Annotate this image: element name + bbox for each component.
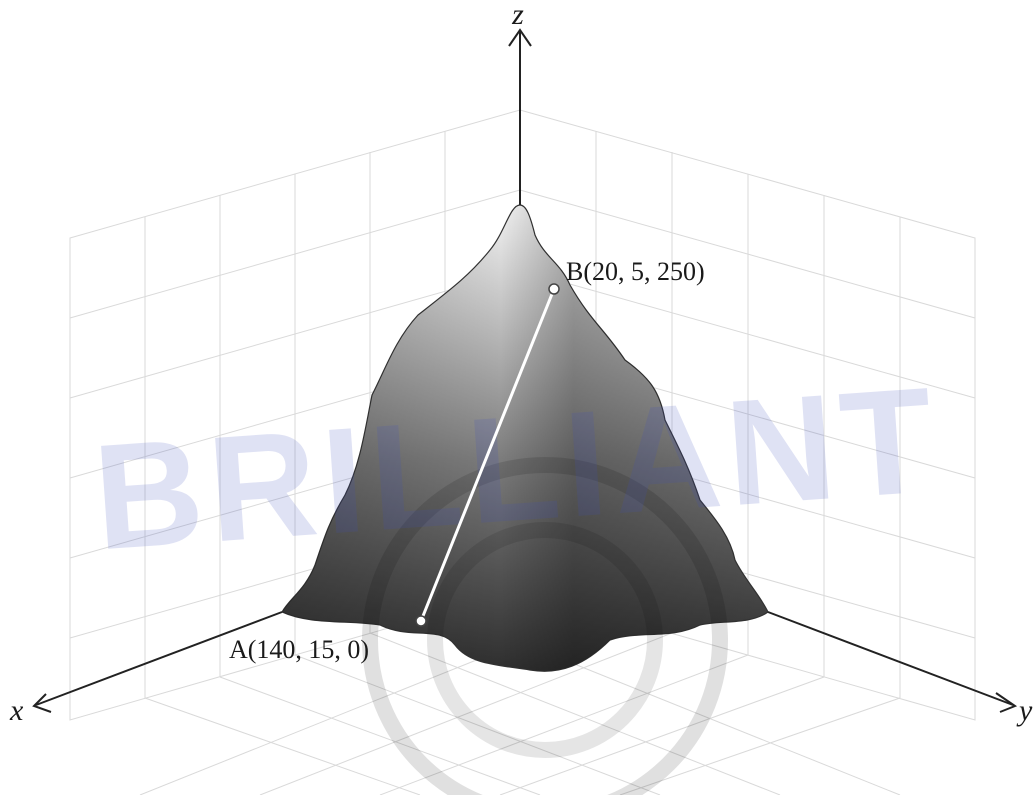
y-axis bbox=[767, 611, 1014, 706]
point-a-label: A(140, 15, 0) bbox=[229, 635, 369, 664]
point-b-label: B(20, 5, 250) bbox=[566, 257, 705, 286]
mountain-surface bbox=[281, 204, 769, 672]
y-axis-label: y bbox=[1016, 694, 1033, 727]
z-axis-label: z bbox=[511, 0, 524, 31]
point-a-marker bbox=[415, 615, 427, 627]
x-axis-label: x bbox=[9, 694, 24, 727]
x-axis-arrowhead bbox=[32, 693, 52, 713]
watermark-text: BRILLIANT bbox=[89, 355, 944, 582]
x-axis bbox=[35, 611, 283, 706]
z-axis-arrowhead bbox=[508, 28, 532, 47]
floor-grid bbox=[139, 611, 901, 795]
segment-ab bbox=[415, 283, 560, 627]
point-b-marker bbox=[548, 283, 560, 295]
axes bbox=[32, 28, 1018, 713]
y-axis-arrowhead bbox=[995, 692, 1018, 713]
